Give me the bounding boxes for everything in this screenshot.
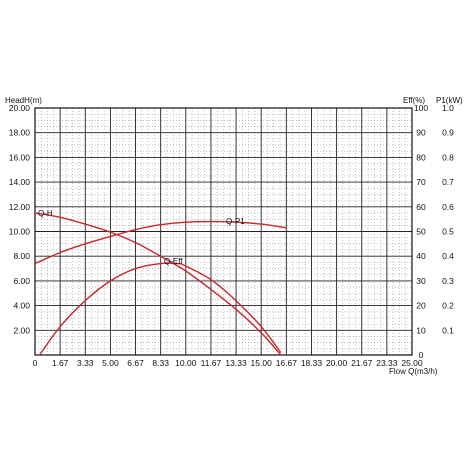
efficiency-tick-label: 90	[416, 128, 426, 138]
q-eff-curve-label: Q-Eff	[164, 257, 183, 266]
power-axis-ticks: 1.0 0.9 0.8 0.7 0.6 0.5 0.4 0.3 0.2 0.1	[442, 103, 454, 335]
major-grid	[35, 108, 412, 355]
left-tick-label: 10.00	[9, 227, 31, 237]
x-tick-label: 18.33	[301, 358, 323, 368]
efficiency-tick-label: 20	[416, 301, 426, 311]
x-tick-label: 0	[33, 358, 38, 368]
power-tick-label: 0.4	[442, 251, 454, 261]
plot-border	[34, 107, 413, 356]
efficiency-tick-label: 0	[419, 350, 424, 360]
efficiency-tick-label: 30	[416, 276, 426, 286]
left-tick-label: 2.00	[13, 325, 30, 335]
x-axis-ticks: 0 1.67 3.33 5.00 6.67 8.33 10.00 11.67 13.33 15.0…	[33, 358, 423, 368]
left-tick-label: 16.00	[9, 152, 31, 162]
q-p1-curve	[34, 220, 287, 265]
efficiency-tick-label: 10	[416, 325, 426, 335]
left-tick-label: 6.00	[13, 276, 30, 286]
efficiency-tick-label: 40	[416, 251, 426, 261]
left-tick-label: 12.00	[9, 202, 31, 212]
power-tick-label: 0.3	[442, 276, 454, 286]
power-tick-label: 0.8	[442, 152, 454, 162]
left-tick-label: 20.00	[9, 103, 31, 113]
power-tick-label: 0.6	[442, 202, 454, 212]
efficiency-tick-label: 100	[414, 103, 428, 113]
x-tick-label: 25.00	[401, 358, 423, 368]
efficiency-axis-label: Eff(%)	[403, 96, 425, 105]
power-tick-label: 0.1	[442, 325, 454, 335]
power-tick-label: 0.9	[442, 128, 454, 138]
x-tick-label: 10.00	[175, 358, 197, 368]
power-axis-label: P1(kW)	[436, 96, 463, 105]
x-tick-label: 16.67	[276, 358, 298, 368]
q-h-curve-label: Q-H	[38, 209, 53, 218]
x-tick-label: 20.00	[326, 358, 348, 368]
x-tick-label: 3.33	[77, 358, 94, 368]
x-tick-label: 21.67	[351, 358, 373, 368]
q-p1-curve-label: Q-P1	[226, 217, 245, 226]
x-tick-label: 11.67	[201, 358, 222, 368]
left-axis-label: HeadH(m)	[5, 96, 42, 105]
power-tick-label: 0.2	[442, 301, 454, 311]
x-tick-label: 5.00	[102, 358, 119, 368]
power-tick-label: 1.0	[442, 103, 454, 113]
efficiency-tick-label: 50	[416, 227, 426, 237]
q-eff-curve	[38, 262, 282, 356]
curves	[34, 212, 287, 356]
q-h-curve	[34, 212, 282, 356]
left-tick-label: 4.00	[13, 301, 30, 311]
left-tick-label: 14.00	[9, 177, 31, 187]
left-tick-label: 8.00	[13, 251, 30, 261]
efficiency-tick-label: 70	[416, 177, 426, 187]
left-tick-label: 18.00	[9, 128, 31, 138]
efficiency-tick-label: 60	[416, 202, 426, 212]
power-tick-label: 0.7	[442, 177, 454, 187]
left-axis-ticks: 20.00 18.00 16.00 14.00 12.00 10.00 8.00 6.00 4.…	[9, 103, 31, 335]
efficiency-tick-label: 80	[416, 152, 426, 162]
x-tick-label: 15.00	[251, 358, 273, 368]
x-tick-label: 8.33	[152, 358, 169, 368]
power-tick-label: 0.5	[442, 227, 454, 237]
x-tick-label: 23.33	[376, 358, 398, 368]
x-axis-label: Flow Q(m3/h)	[389, 367, 438, 376]
x-tick-label: 6.67	[127, 358, 144, 368]
x-tick-label: 1.67	[52, 358, 69, 368]
x-tick-label: 13.33	[225, 358, 247, 368]
